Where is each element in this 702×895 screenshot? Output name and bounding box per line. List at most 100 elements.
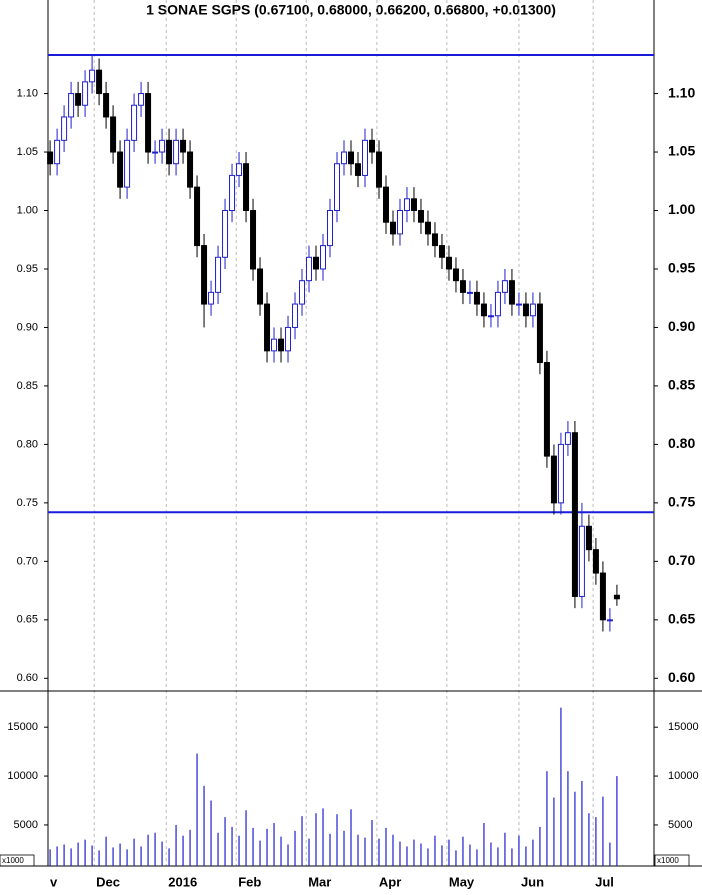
volume-bar bbox=[511, 848, 513, 866]
candle-body bbox=[292, 303, 299, 328]
candle-body bbox=[110, 116, 117, 153]
volume-bar bbox=[238, 835, 240, 866]
volume-bar bbox=[350, 809, 352, 866]
candle-body bbox=[215, 256, 222, 293]
candle-body bbox=[396, 210, 403, 235]
x-tick-label: Jun bbox=[521, 874, 544, 889]
volume-bar bbox=[154, 832, 156, 866]
volume-bar bbox=[427, 848, 429, 866]
volume-bar bbox=[203, 785, 205, 866]
volume-tick-label: 15000 bbox=[668, 721, 699, 733]
candle-body bbox=[452, 268, 459, 282]
volume-bar bbox=[595, 817, 597, 866]
volume-bar bbox=[182, 835, 184, 866]
volume-bar bbox=[546, 771, 548, 866]
volume-tick-label: 5000 bbox=[668, 819, 692, 831]
candle-body bbox=[431, 233, 438, 247]
candle-body bbox=[557, 443, 564, 504]
volume-bar bbox=[224, 817, 226, 866]
candle-body bbox=[138, 93, 145, 106]
candle-body bbox=[438, 245, 445, 258]
candle-body bbox=[613, 594, 620, 600]
candle-body bbox=[375, 151, 382, 188]
volume-bar bbox=[560, 707, 562, 866]
candle-body bbox=[389, 221, 396, 235]
candle-body bbox=[229, 174, 236, 212]
candle-body bbox=[208, 291, 215, 305]
volume-bar bbox=[70, 848, 72, 866]
volume-bar bbox=[105, 836, 107, 866]
candle-body bbox=[508, 280, 515, 305]
volume-bar bbox=[532, 839, 534, 866]
candle-body bbox=[61, 116, 68, 141]
volume-bar bbox=[525, 846, 527, 866]
candle-body bbox=[529, 303, 536, 317]
volume-bar bbox=[252, 827, 254, 866]
volume-bar bbox=[553, 797, 555, 866]
volume-bar bbox=[581, 780, 583, 866]
volume-bar bbox=[539, 826, 541, 866]
volume-bar bbox=[448, 839, 450, 866]
volume-bar bbox=[483, 822, 485, 866]
volume-bar bbox=[420, 843, 422, 866]
candle-body bbox=[522, 303, 529, 317]
volume-bar bbox=[308, 838, 310, 866]
x-tick-label: Feb bbox=[238, 874, 261, 889]
volume-bar bbox=[455, 850, 457, 866]
volume-bar bbox=[378, 838, 380, 866]
y-tick-label: 1.00 bbox=[17, 204, 38, 216]
candle-body bbox=[180, 139, 187, 153]
unit-label: x1000 bbox=[2, 856, 24, 865]
x-tick-label: v bbox=[50, 874, 58, 889]
y-tick-label: 1.10 bbox=[17, 87, 38, 99]
candle-body bbox=[361, 139, 368, 176]
volume-bar bbox=[413, 839, 415, 866]
volume-bar bbox=[175, 824, 177, 866]
volume-bar bbox=[98, 850, 100, 866]
volume-bar bbox=[301, 816, 303, 866]
candle-body bbox=[466, 291, 473, 294]
y-tick-label: 0.75 bbox=[17, 497, 38, 509]
candle-body bbox=[382, 186, 389, 223]
volume-bar bbox=[287, 844, 289, 866]
volume-bar bbox=[609, 842, 611, 866]
y-tick-label: 1.10 bbox=[668, 84, 695, 100]
volume-bar bbox=[168, 848, 170, 866]
volume-bar bbox=[399, 841, 401, 866]
candle-body bbox=[257, 268, 264, 305]
candle-body bbox=[285, 326, 292, 352]
candle-body bbox=[550, 455, 557, 504]
candle-body bbox=[445, 256, 452, 270]
volume-bar bbox=[91, 845, 93, 866]
volume-bar bbox=[343, 830, 345, 866]
volume-bar bbox=[49, 849, 51, 866]
volume-bar bbox=[322, 808, 324, 866]
y-tick-label: 0.65 bbox=[17, 614, 38, 626]
y-tick-label: 1.05 bbox=[668, 143, 695, 159]
volume-bar bbox=[497, 847, 499, 866]
candle-body bbox=[75, 93, 82, 106]
volume-bar bbox=[434, 835, 436, 866]
y-tick-label: 0.95 bbox=[17, 263, 38, 275]
candle-body bbox=[152, 151, 159, 154]
candle-body bbox=[145, 93, 152, 153]
volume-tick-label: 15000 bbox=[7, 721, 38, 733]
candle-body bbox=[494, 291, 501, 317]
volume-bar bbox=[112, 847, 114, 866]
candle-body bbox=[89, 69, 96, 83]
y-tick-label: 0.85 bbox=[17, 380, 38, 392]
x-tick-label: 2016 bbox=[168, 874, 197, 889]
volume-bar bbox=[140, 846, 142, 866]
volume-bar bbox=[259, 840, 261, 866]
candle-body bbox=[564, 432, 571, 445]
candle-body bbox=[68, 93, 75, 118]
volume-bar bbox=[133, 838, 135, 866]
unit-label: x1000 bbox=[657, 856, 679, 865]
candle-body bbox=[473, 291, 480, 305]
x-tick-label: Mar bbox=[308, 874, 331, 889]
volume-bar bbox=[462, 836, 464, 866]
volume-tick-label: 10000 bbox=[668, 770, 699, 782]
y-tick-label: 0.80 bbox=[17, 438, 38, 450]
candle-body bbox=[117, 151, 124, 188]
candle-body bbox=[327, 210, 334, 247]
